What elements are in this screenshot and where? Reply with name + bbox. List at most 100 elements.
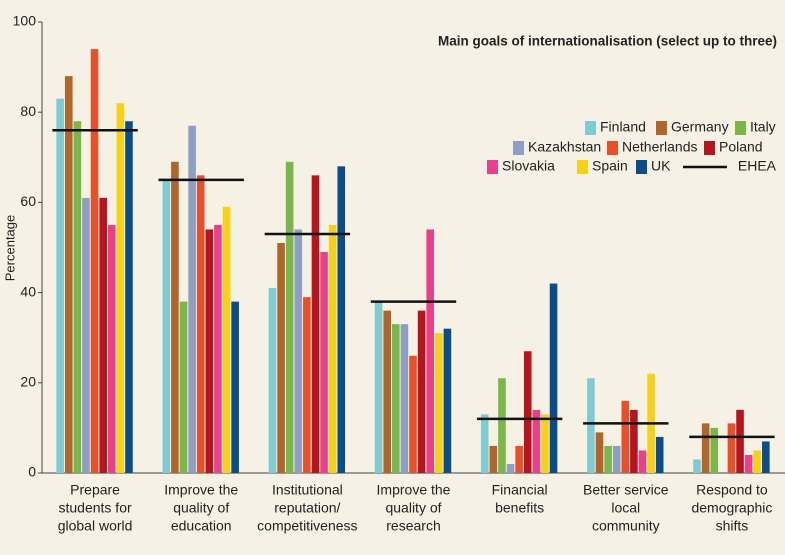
legend-label: UK: [651, 158, 671, 174]
bar: [162, 179, 171, 473]
bar: [409, 355, 417, 473]
bar: [392, 324, 400, 473]
x-tick-label: Prepare: [70, 482, 120, 498]
x-tick-label: community: [592, 518, 660, 534]
legend-label: Spain: [592, 158, 628, 174]
bar: [595, 432, 604, 473]
bar: [480, 414, 489, 473]
bar: [125, 121, 133, 473]
bar: [73, 121, 82, 473]
y-tick-label: 60: [20, 193, 36, 209]
legend-swatch: [487, 160, 498, 174]
bar: [214, 224, 222, 473]
x-tick-label: Respond to: [696, 482, 768, 498]
y-tick-label: 40: [20, 283, 36, 299]
legend-label: Finland: [600, 119, 646, 135]
bar: [294, 229, 303, 473]
x-tick-label: global world: [58, 518, 133, 534]
legend-label: Germany: [671, 119, 729, 135]
legend-swatch: [607, 141, 618, 155]
bar: [489, 445, 498, 473]
x-tick-label: benefits: [495, 500, 544, 516]
bar: [604, 445, 612, 473]
legend-swatch: [577, 160, 588, 174]
y-tick-label: 100: [13, 13, 37, 29]
legend-label: Slovakia: [502, 158, 555, 174]
bar: [179, 301, 188, 473]
bar: [171, 161, 179, 473]
bar: [56, 98, 64, 474]
y-tick-label: 20: [20, 374, 36, 390]
legend-label: Poland: [719, 139, 763, 155]
bar: [515, 445, 523, 473]
bar: [196, 175, 205, 473]
bar: [320, 252, 328, 473]
bar: [285, 161, 294, 473]
x-tick-label: students for: [58, 500, 131, 516]
legend-label: Kazakhstan: [528, 139, 601, 155]
y-axis-label: Percentage: [2, 215, 17, 282]
bar: [498, 378, 506, 473]
x-tick-label: quality of: [385, 500, 441, 516]
y-tick-label: 80: [20, 103, 36, 119]
bar: [727, 423, 736, 473]
bar: [400, 324, 409, 473]
x-tick-label: local: [611, 500, 640, 516]
bar: [532, 409, 541, 473]
legend-label: Netherlands: [622, 139, 698, 155]
bar: [374, 301, 383, 473]
bar: [311, 175, 320, 473]
bar: [621, 400, 630, 473]
legend-swatch: [513, 141, 524, 155]
x-tick-label: competitiveness: [257, 518, 357, 534]
bar: [268, 288, 277, 473]
bar: [736, 409, 744, 473]
bar: [612, 445, 621, 473]
x-tick-label: demographic: [691, 500, 772, 516]
bar: [205, 229, 214, 473]
bar: [541, 414, 549, 473]
bar: [587, 378, 595, 473]
legend-swatch: [636, 160, 647, 174]
bar: [328, 224, 337, 473]
bar: [337, 166, 346, 473]
x-tick-label: quality of: [173, 500, 229, 516]
bar: [222, 206, 231, 473]
bar: [693, 459, 701, 473]
x-tick-label: Improve the: [377, 482, 451, 498]
x-tick-label: shifts: [716, 518, 749, 534]
bar: [188, 125, 196, 473]
bar: [744, 454, 753, 473]
bar: [426, 229, 434, 473]
legend-swatch: [735, 121, 746, 135]
x-tick-label: research: [386, 518, 440, 534]
bar: [383, 310, 391, 473]
bar: [90, 49, 99, 474]
legend-swatch: [656, 121, 667, 135]
x-tick-label: Institutional: [272, 482, 343, 498]
bar: [710, 427, 719, 473]
x-tick-label: reputation/: [274, 500, 340, 516]
bar: [701, 423, 710, 473]
legend-swatch: [585, 121, 596, 135]
x-tick-label: Financial: [492, 482, 548, 498]
bar: [303, 297, 311, 473]
bar: [753, 450, 762, 473]
bar: [762, 441, 770, 473]
bar: [655, 436, 664, 473]
bar: [523, 351, 532, 473]
bar: [435, 333, 443, 473]
bar: [417, 310, 426, 473]
legend-label: EHEA: [738, 158, 777, 174]
bar: [82, 197, 90, 473]
bar: [506, 463, 515, 473]
x-tick-label: Better service: [583, 482, 669, 498]
bar: [277, 242, 285, 473]
bar: [99, 197, 107, 473]
y-tick-label: 0: [28, 464, 36, 480]
bar: [107, 224, 116, 473]
bar: [443, 328, 452, 473]
bar: [116, 103, 125, 474]
